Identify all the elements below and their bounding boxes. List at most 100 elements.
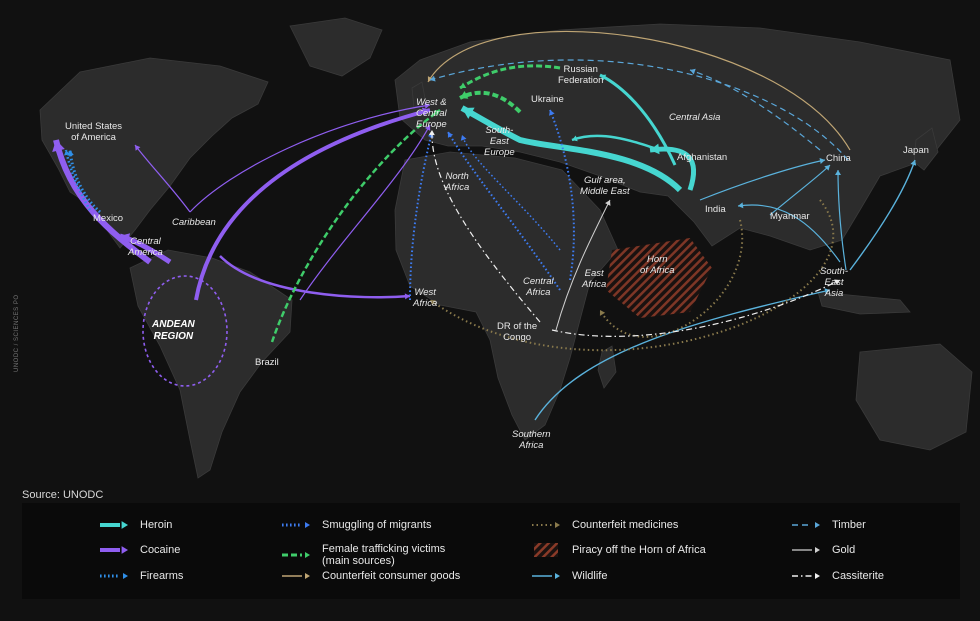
label-andean-region: ANDEAN REGION (152, 319, 195, 342)
timber-route-head (430, 75, 436, 82)
legend-item-gold: Gold (790, 543, 855, 557)
legend-item-firearms: Firearms (98, 569, 183, 583)
legend-item-timber: Timber (790, 518, 866, 532)
legend-item-female: Female trafficking victims (main sources… (280, 543, 445, 567)
label-ukraine: Ukraine (531, 94, 564, 105)
wildlife-route-2-head (819, 158, 825, 164)
heroin-route-balkan (460, 105, 683, 193)
migrants-route-1-head (447, 132, 454, 138)
legend-item-cocaine: Cocaine (98, 543, 180, 557)
label-afghanistan: Afghanistan (677, 152, 728, 163)
gold-route-head (605, 200, 611, 206)
label-north-africa: North Africa (445, 171, 470, 193)
legend-label-heroin: Heroin (140, 519, 173, 531)
wildlife-route-2 (699, 159, 826, 201)
legend-piracy-swatch (534, 543, 558, 557)
label-west-central-europe: West & Central Europe (416, 97, 447, 130)
cocaine-route-central-head (120, 233, 131, 244)
legend-label-cassiterite: Cassiterite (832, 570, 884, 582)
label-china: China (826, 153, 851, 164)
timber-route (429, 59, 849, 161)
legend-wildlife-head (555, 573, 560, 579)
label-horn-of-africa: Horn of Africa (640, 254, 675, 276)
legend-swatch-timber (792, 522, 820, 528)
landmass-japan (913, 127, 939, 171)
migrants-route-1 (447, 131, 561, 291)
wildlife-route-japan (849, 159, 916, 271)
gold-route (555, 199, 611, 331)
female-route-brazil-head (434, 110, 440, 116)
legend-swatch-piracy (534, 543, 558, 557)
female-route-east-head (460, 82, 467, 89)
cocaine-route-europe-head (421, 107, 430, 117)
timber-route-2 (689, 69, 821, 151)
legend-item-consumer: Counterfeit consumer goods (280, 569, 460, 583)
label-east-africa: East Africa (582, 268, 607, 290)
cocaine-route-sa-europe (299, 124, 431, 301)
label-india: India (705, 204, 726, 215)
migrants-route-3 (409, 131, 433, 301)
timber-route-2-head (690, 68, 696, 75)
legend-label-female: Female trafficking victims (main sources… (322, 543, 446, 567)
label-southern-africa: Southern Africa (512, 429, 551, 451)
legend-swatch-heroin (100, 521, 128, 529)
piracy-area (606, 238, 712, 318)
legend-label-medicines: Counterfeit medicines (572, 519, 679, 531)
legend-item-cassiterite: Cassiterite (790, 569, 884, 583)
cocaine-route-europe (194, 108, 431, 301)
medicines-route-2-head (599, 310, 606, 316)
wildlife-route-india (737, 204, 841, 263)
cocaine-route-us (53, 139, 152, 265)
legend-item-medicines: Counterfeit medicines (530, 518, 678, 532)
migrants-route-2-head (549, 110, 555, 116)
heroin-route-south (649, 146, 697, 191)
migrants-route-4 (461, 134, 561, 251)
legend-item-migrants: Smuggling of migrants (280, 518, 431, 532)
wildlife-route-africa (534, 289, 831, 421)
legend-gold-head (815, 547, 820, 553)
cocaine-route-west-africa (219, 255, 411, 299)
legend-label-piracy: Piracy off the Horn of Africa (572, 544, 706, 556)
legend-item-wildlife: Wildlife (530, 569, 607, 583)
cassiterite-route-europe (431, 129, 541, 323)
firearms-route (68, 149, 101, 214)
landmass-indonesia (817, 291, 911, 315)
legend-swatch-cassiterite (792, 573, 820, 579)
legend-consumer-head (305, 573, 310, 579)
cassiterite-route-europe-head (428, 130, 435, 136)
label-japan: Japan (903, 145, 929, 156)
wildlife-route-africa-head (824, 288, 830, 295)
female-route-see-head (460, 90, 469, 99)
legend-label-consumer: Counterfeit consumer goods (322, 570, 461, 582)
legend: Heroin Cocaine Firearms Smuggling of migran… (22, 503, 960, 599)
legend-label-firearms: Firearms (140, 570, 184, 582)
female-route-brazil (270, 108, 441, 343)
legend-item-heroin: Heroin (98, 518, 172, 532)
legend-swatch-medicines (532, 522, 560, 528)
landmass-madagascar (597, 345, 617, 389)
cocaine-route-caribbean-head (424, 102, 430, 109)
cassiterite-route-head (834, 279, 840, 285)
legend-item-piracy: Piracy off the Horn of Africa (530, 543, 706, 557)
migrants-route-4-head (460, 135, 467, 141)
cocaine-route-caribbean (189, 104, 431, 213)
legend-cocaine-head (121, 546, 128, 554)
wildlife-route-myanmar-head (824, 165, 830, 171)
legend-label-migrants: Smuggling of migrants (322, 519, 432, 531)
legend-swatch-cocaine (100, 546, 128, 554)
consumer-route-head (427, 76, 434, 82)
legend-swatch-gold (792, 547, 820, 553)
legend-firearms-head (123, 573, 128, 579)
heroin-route-caucasus (571, 134, 661, 152)
label-central-asia: Central Asia (669, 112, 721, 123)
label-myanmar: Myanmar (770, 211, 810, 222)
cocaine-route-caribbean-us-head (135, 145, 141, 151)
legend-swatch-migrants (282, 522, 310, 528)
label-west-africa: West Africa (413, 287, 438, 309)
firearms-route-2-head (64, 150, 70, 156)
land-masses (39, 17, 973, 479)
label-mexico: Mexico (93, 213, 124, 224)
heroin-route-north-head (600, 74, 607, 81)
